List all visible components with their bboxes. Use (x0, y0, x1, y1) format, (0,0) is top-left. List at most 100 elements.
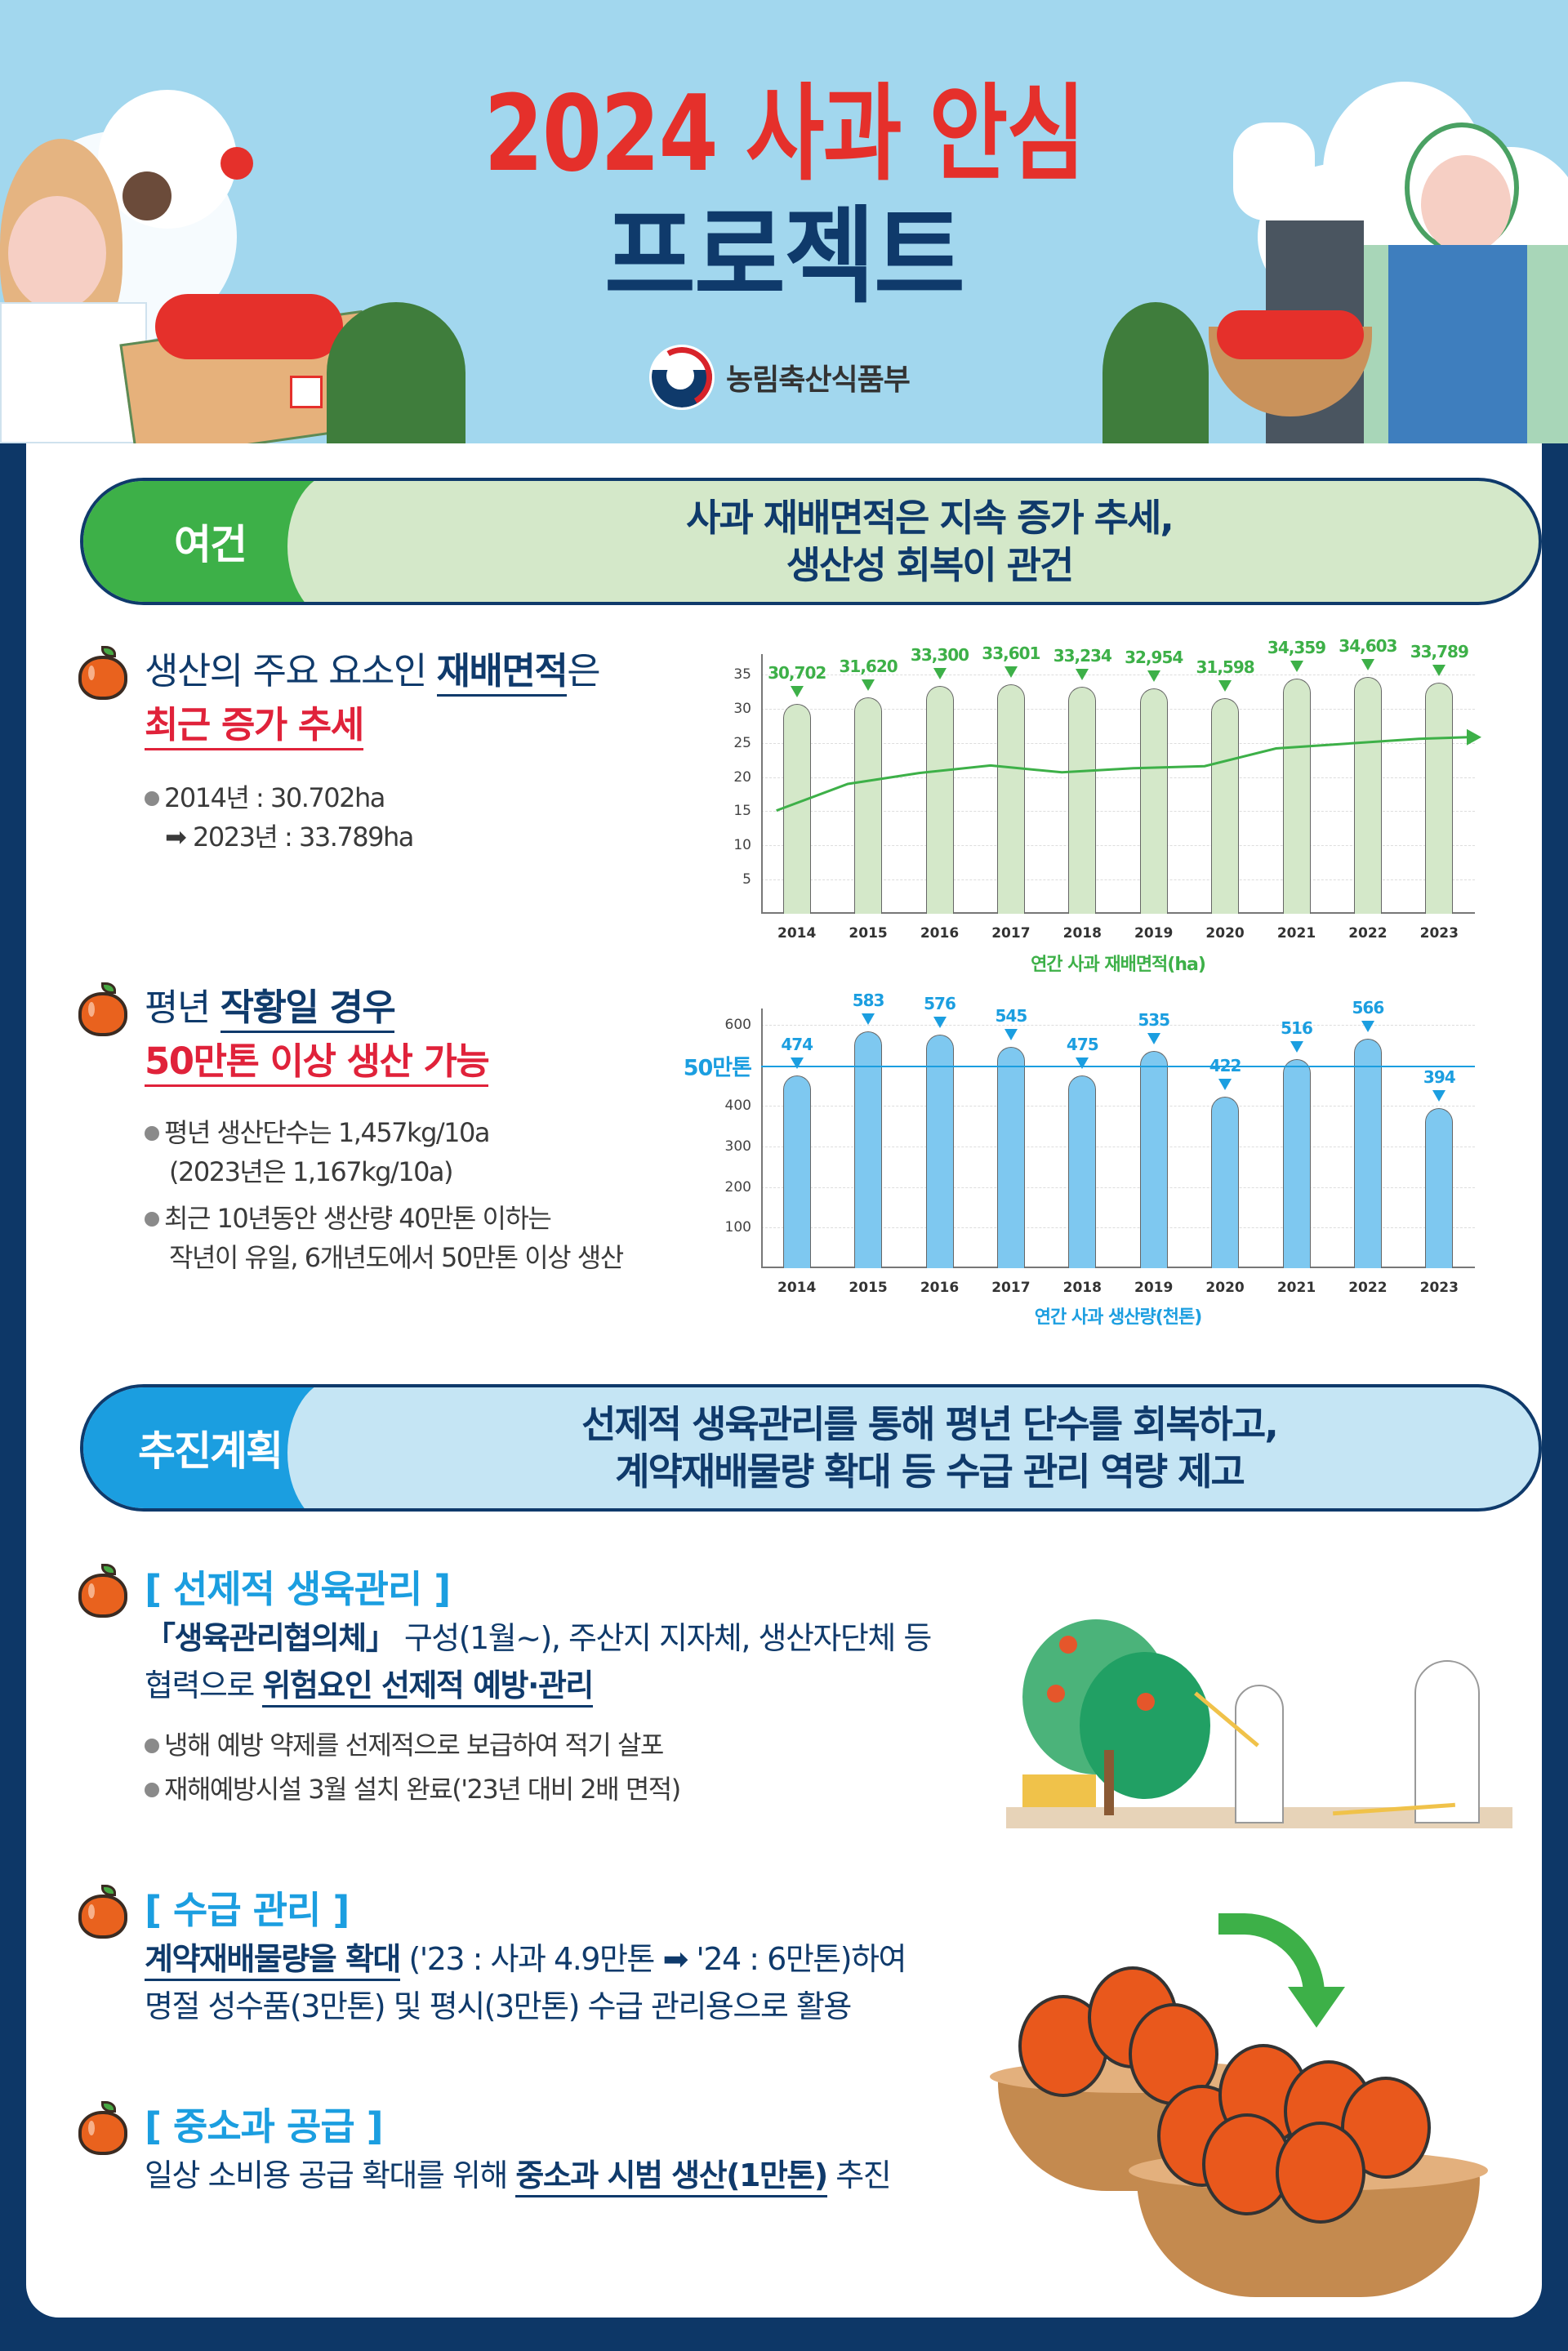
item-body-growth-management: 「생육관리협의체」 구성(1월~), 주산지 지자체, 생산자단체 등 협력으로… (145, 1614, 1002, 1709)
page-title-line2: 프로젝트 (604, 196, 965, 318)
pointer-triangle-icon (1076, 668, 1089, 680)
x-tick-label: 2022 (1348, 925, 1388, 942)
bar-2018 (1068, 686, 1097, 914)
x-tick-label: 2015 (849, 925, 888, 942)
x-tick-label: 2016 (920, 1280, 960, 1296)
x-tick-label: 2019 (1134, 925, 1174, 942)
pointer-triangle-icon (1361, 659, 1374, 671)
ministry-logo-group: 농림축산식품부 (649, 345, 911, 410)
gridline (761, 742, 1475, 744)
farmer-left-illustration (0, 131, 379, 443)
y-tick-label: 600 (724, 1016, 751, 1033)
bar-2022 (1353, 677, 1382, 914)
bar-2016 (925, 686, 954, 914)
gridline (761, 811, 1475, 813)
pointer-triangle-icon (862, 679, 875, 692)
value-label: 545 (995, 1006, 1028, 1026)
value-label: 30,702 (768, 663, 826, 683)
bar-2017 (996, 1047, 1025, 1268)
item-heading-supply-management: [ 수급 관리 ] (145, 1888, 350, 1932)
y-tick-label: 200 (724, 1178, 751, 1196)
value-label: 31,598 (1196, 657, 1255, 677)
gridline (761, 879, 1475, 881)
value-label: 32,954 (1125, 648, 1183, 668)
pointer-triangle-icon (1218, 1079, 1232, 1091)
x-tick-label: 2023 (1419, 925, 1459, 942)
apple-tree-left (327, 302, 466, 443)
bullet-area-2014: 2014년 : 30.702ha (145, 778, 385, 817)
pointer-triangle-icon (790, 686, 804, 698)
point-cultivation-area: 생산의 주요 요소인 재배면적은 최근 증가 추세 (145, 648, 684, 750)
section-banner-plan: 추진계획 선제적 생육관리를 통해 평년 단수를 회복하고, 계약재배물량 확대… (80, 1384, 1542, 1512)
bar-2015 (854, 1031, 883, 1268)
x-tick-label: 2022 (1348, 1280, 1388, 1296)
apple-baskets-illustration (982, 1897, 1512, 2297)
chart-caption: 연간 사과 생산량(천톤) (1034, 1307, 1203, 1328)
bar-2014 (782, 1075, 811, 1268)
y-axis (761, 654, 763, 914)
y-tick-label: 300 (724, 1138, 751, 1155)
y-tick-label: 5 (742, 871, 751, 888)
bar-2019 (1139, 1051, 1168, 1268)
apple-icon (78, 646, 127, 700)
section-banner-conditions: 여건 사과 재배면적은 지속 증가 추세, 생산성 회복이 관건 (80, 478, 1542, 605)
x-tick-label: 2018 (1062, 1280, 1102, 1296)
y-tick-label: 10 (733, 837, 751, 854)
bar-2023 (1425, 683, 1454, 914)
gridline (761, 1024, 1475, 1026)
item-body-small-fruit: 일상 소비용 공급 확대를 위해 중소과 시범 생산(1만톤) 추진 (145, 2152, 1010, 2199)
value-label: 394 (1423, 1067, 1456, 1088)
y-tick-label: 25 (733, 734, 751, 751)
bar-2015 (854, 697, 883, 914)
apple-icon (78, 1885, 127, 1939)
x-tick-label: 2018 (1062, 925, 1102, 942)
gridline (761, 845, 1475, 847)
y-tick-label: 100 (724, 1219, 751, 1236)
korea-government-emblem-icon (649, 345, 715, 410)
bullet-production-history: 최근 10년동안 생산량 40만톤 이하는 작년이 유일, 6개년도에서 50만… (145, 1199, 624, 1277)
value-label: 33,601 (982, 643, 1040, 663)
value-label: 474 (781, 1035, 813, 1055)
gridline (761, 777, 1475, 778)
pointer-triangle-icon (1076, 1057, 1089, 1069)
y-tick-label: 15 (733, 803, 751, 820)
apple-icon (78, 2101, 127, 2155)
bar-2017 (996, 683, 1025, 914)
orchard-spraying-illustration (990, 1587, 1512, 1832)
pointer-triangle-icon (1432, 1090, 1446, 1102)
production-chart: 연간 사과 생산량(천톤) 100 200 300 400 600 474 2014 583 2… (684, 991, 1475, 1328)
apple-icon (78, 982, 127, 1036)
x-axis (761, 912, 1475, 914)
farmer-right-illustration (1143, 98, 1568, 443)
pointer-triangle-icon (1361, 1020, 1374, 1032)
bullet-frost-prevention: 냉해 예방 약제를 선제적으로 보급하여 적기 살포 (145, 1725, 664, 1765)
content-card: 여건 사과 재배면적은 지속 증가 추세, 생산성 회복이 관건 생산의 주요 … (26, 443, 1542, 2318)
y-tick-label: 400 (724, 1098, 751, 1115)
value-label: 31,620 (839, 657, 898, 677)
pointer-triangle-icon (790, 1058, 804, 1070)
y-axis (761, 1009, 763, 1268)
pointer-triangle-icon (1290, 1040, 1303, 1053)
value-label: 475 (1066, 1034, 1099, 1054)
section-tag: 추진계획 (83, 1387, 385, 1508)
cultivation-area-chart: 연간 사과 재배면적(ha) 5 10 15 20 25 30 35 30,702 2014 31… (733, 636, 1481, 975)
bar-2023 (1425, 1108, 1454, 1268)
point-normal-harvest: 평년 작황일 경우 50만톤 이상 생산 가능 (145, 984, 684, 1087)
pointer-triangle-icon (862, 1013, 875, 1026)
x-tick-label: 2015 (849, 1280, 888, 1296)
pointer-triangle-icon (1432, 665, 1446, 677)
pointer-triangle-icon (1218, 679, 1232, 692)
bullet-area-2023: ➡ 2023년 : 33.789ha (165, 822, 414, 853)
x-tick-label: 2014 (777, 1280, 817, 1296)
y-tick-label: 35 (733, 666, 751, 683)
bar-2016 (925, 1034, 954, 1268)
x-tick-label: 2020 (1205, 925, 1245, 942)
value-label: 566 (1352, 997, 1385, 1017)
value-label: 535 (1138, 1010, 1170, 1031)
value-label: 34,359 (1267, 638, 1326, 658)
pointer-triangle-icon (933, 1016, 947, 1028)
value-label: 33,789 (1410, 642, 1469, 662)
y-tick-label: 20 (733, 768, 751, 786)
x-tick-label: 2017 (991, 1280, 1031, 1296)
x-tick-label: 2019 (1134, 1280, 1174, 1296)
